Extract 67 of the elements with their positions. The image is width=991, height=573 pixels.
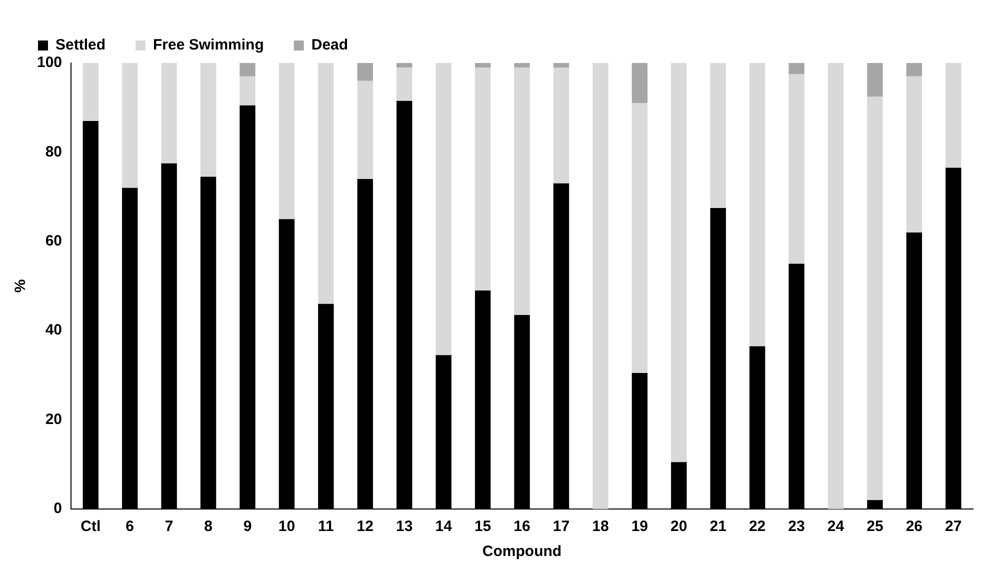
bar <box>710 63 726 208</box>
x-tick-label: Ctl <box>80 518 101 536</box>
bar <box>632 63 648 104</box>
bar <box>632 103 648 373</box>
bar <box>867 63 883 96</box>
bar <box>357 80 373 179</box>
x-tick-label: 8 <box>204 518 212 536</box>
x-tick-label: 6 <box>126 518 134 536</box>
y-tick-label: 100 <box>36 54 62 72</box>
bar <box>592 63 608 509</box>
bar <box>671 63 687 462</box>
bar <box>906 76 922 232</box>
y-tick-label: 40 <box>45 322 62 339</box>
bar <box>240 76 256 106</box>
x-tick-label: 11 <box>318 518 334 536</box>
x-tick-label: 10 <box>278 518 296 536</box>
x-tick-label: 18 <box>592 518 609 536</box>
bar <box>318 63 334 304</box>
bar <box>749 63 766 346</box>
bar <box>200 63 216 177</box>
x-tick-label: 22 <box>748 518 766 536</box>
x-tick-label: 26 <box>906 518 923 536</box>
x-tick-label: 27 <box>945 518 962 536</box>
x-tick-label: 19 <box>631 518 648 536</box>
bar <box>396 63 412 68</box>
x-tick-label: 14 <box>435 518 453 536</box>
bar <box>553 67 570 184</box>
x-tick-label: 17 <box>552 518 570 536</box>
bar <box>514 63 530 68</box>
bar <box>474 63 491 68</box>
bar <box>788 74 804 264</box>
y-tick-label: 0 <box>54 500 62 518</box>
x-tick-label: 24 <box>827 518 845 536</box>
x-axis-title: Compound <box>482 543 562 560</box>
bar <box>553 63 570 68</box>
x-tick-label: 9 <box>243 518 252 536</box>
bar <box>828 63 844 509</box>
bar <box>357 63 373 81</box>
x-tick-label: 25 <box>866 518 884 536</box>
y-tick-label: 80 <box>45 143 62 160</box>
legend-label: Dead <box>311 36 348 54</box>
y-axis-title: % <box>12 279 30 293</box>
bar <box>906 63 922 76</box>
legend-label: Settled <box>56 36 106 54</box>
bar <box>82 63 98 121</box>
x-tick-label: 16 <box>514 518 530 536</box>
x-tick-label: 23 <box>788 518 805 536</box>
bar <box>240 63 256 76</box>
bar <box>514 67 530 315</box>
y-tick-label: 20 <box>45 410 62 428</box>
x-tick-label: 15 <box>474 518 492 536</box>
bar <box>161 63 177 164</box>
x-tick-label: 21 <box>710 518 726 536</box>
bar <box>474 67 491 290</box>
bar <box>396 67 412 101</box>
bar <box>122 63 138 188</box>
bar <box>867 96 883 500</box>
x-tick-label: 7 <box>164 518 174 536</box>
y-tick-label: 60 <box>45 232 62 250</box>
x-tick-label: 12 <box>356 518 374 536</box>
x-tick-label: 20 <box>670 518 688 536</box>
bar <box>278 63 295 220</box>
bar <box>436 63 452 356</box>
bar <box>946 63 962 168</box>
legend-label: Free Swimming <box>153 36 264 54</box>
x-tick-label: 13 <box>396 518 413 536</box>
bar <box>788 63 804 74</box>
